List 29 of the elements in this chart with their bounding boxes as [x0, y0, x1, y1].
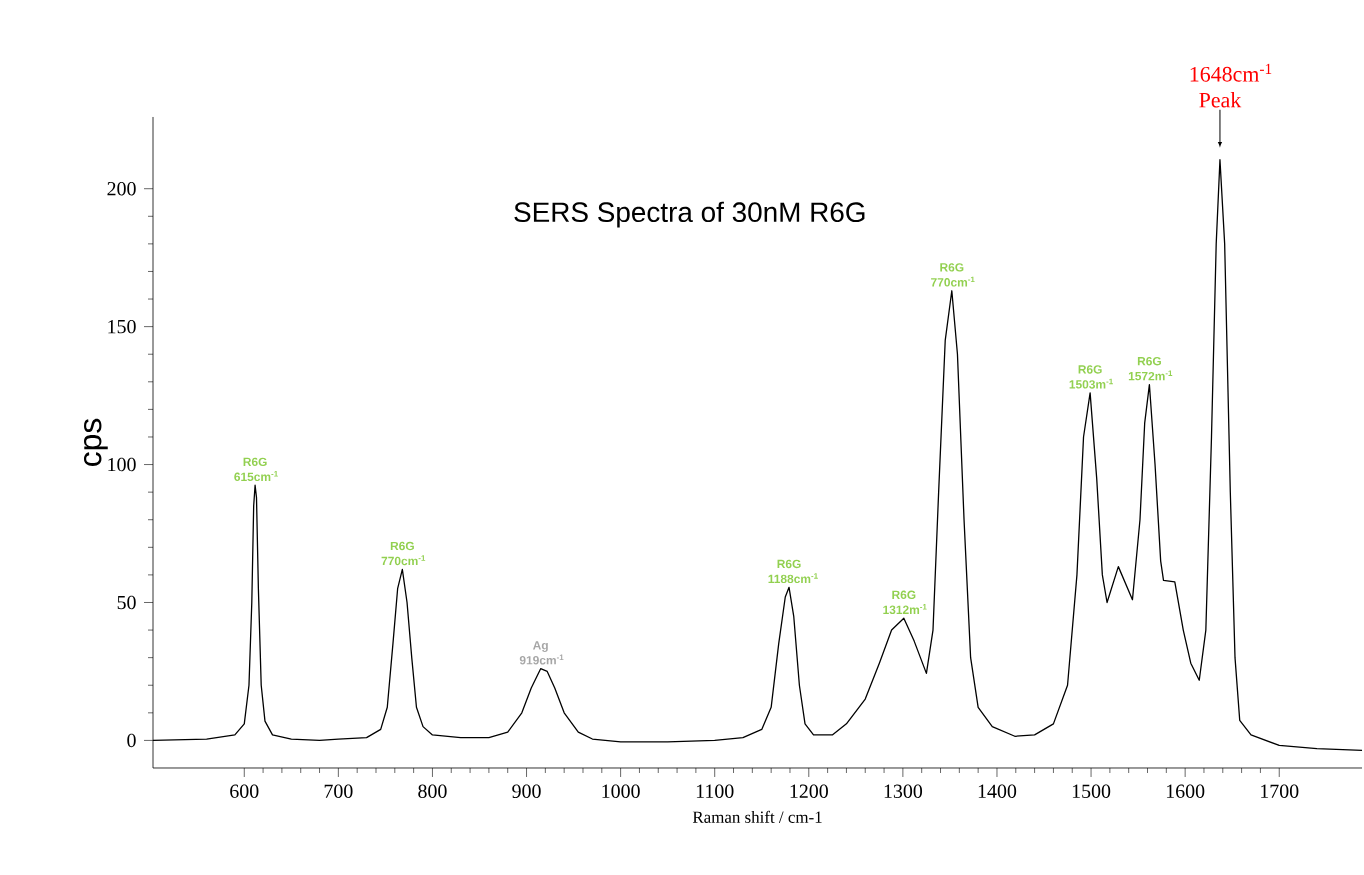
x-tick-label: 1700: [1261, 784, 1299, 798]
text: 1648cm$^{-1}$ Peak: [1190, 63, 1272, 108]
x-tick-label: 1200: [790, 784, 828, 798]
x-tick-label: 900: [512, 784, 541, 798]
annotation: R6G 615cm$^{-1}$: [234, 457, 278, 482]
x-tick-label: 700: [324, 784, 353, 798]
annotation: R6G 770cm$^{-1}$: [931, 263, 975, 287]
x-tick-label: 1500: [1072, 784, 1111, 798]
annotation: R6G 1312m$^{-1}$: [883, 590, 927, 615]
y-axis-title: cps: [83, 418, 108, 466]
x-tick-label: 1400: [978, 784, 1017, 798]
annotation: R6G 1188cm$^{-1}$: [768, 559, 818, 584]
x-tick-label: 600: [230, 784, 259, 798]
y-tick-label: 50: [117, 595, 136, 610]
y-tick-label: 200: [107, 181, 136, 196]
x-tick-label: 1100: [696, 784, 734, 798]
y-tick-label: 100: [108, 457, 136, 472]
annotation: R6G 1572m$^{-1}$: [1128, 356, 1173, 381]
annotation: R6G 770cm$^{-1}$: [381, 541, 426, 566]
y-tick-label: 0: [127, 733, 136, 748]
annotation: Ag 919cm$^{-1}$: [519, 641, 564, 665]
x-tick-label: 800: [418, 784, 447, 798]
x-tick-label: 1600: [1166, 784, 1205, 798]
y-tick-label: 150: [108, 319, 136, 334]
text: SERS Spectra of 30nM R6G: [514, 201, 865, 228]
annotation: R6G 1503m$^{-1}$: [1069, 365, 1113, 389]
x-tick-label: 1000: [602, 784, 640, 798]
x-tick-label: 1300: [884, 784, 923, 798]
x-axis-title: Raman shift / cm-1: [692, 810, 822, 823]
